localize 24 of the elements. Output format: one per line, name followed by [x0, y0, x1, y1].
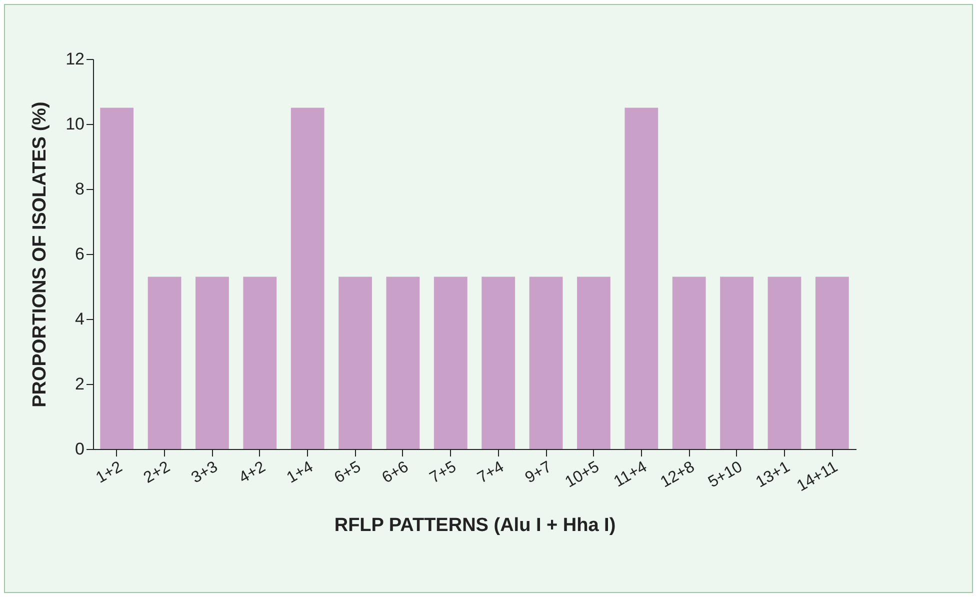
x-axis-title: RFLP PATTERNS (Alu I + Hha I) — [334, 515, 616, 536]
x-tick-label: 13+1 — [753, 458, 794, 492]
x-tick-label: 7+4 — [474, 458, 507, 487]
x-tick-label: 2+2 — [141, 458, 174, 487]
y-tick-label: 6 — [75, 244, 84, 264]
x-tick-label: 1+4 — [284, 458, 316, 487]
y-tick-label: 12 — [66, 50, 84, 68]
y-axis-title: PROPORTIONS OF ISOLATES (%) — [30, 102, 51, 408]
x-tick-label: 7+5 — [427, 458, 460, 487]
x-tick-label: 1+2 — [93, 458, 126, 487]
y-tick-label: 4 — [75, 310, 84, 328]
x-tick-label: 3+3 — [188, 458, 221, 487]
x-tick-label: 10+5 — [562, 458, 602, 492]
x-tick-label: 6+5 — [332, 458, 364, 487]
x-tick-label: 11+4 — [611, 458, 650, 491]
x-tick-label: 6+6 — [379, 458, 412, 487]
y-tick-label: 0 — [75, 440, 84, 458]
x-tick-label: 5+10 — [706, 458, 746, 492]
x-tick-label: 12+8 — [658, 458, 698, 492]
y-tick-label: 2 — [75, 374, 84, 394]
y-tick-label: 8 — [75, 180, 84, 198]
x-tick-label: 4+2 — [236, 458, 268, 487]
x-tick-label: 9+7 — [522, 458, 555, 487]
y-tick-label: 10 — [66, 114, 84, 134]
